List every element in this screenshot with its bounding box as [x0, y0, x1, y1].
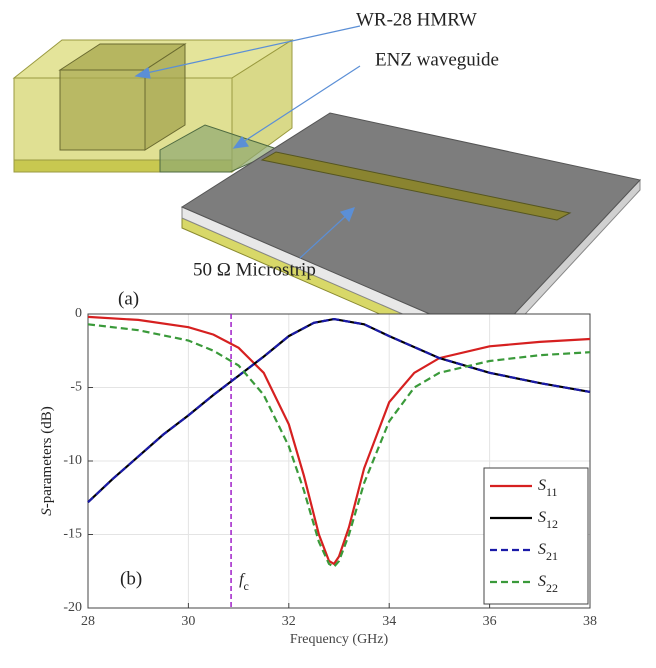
legend-box: [484, 468, 588, 604]
y-tick-label: -10: [63, 453, 82, 468]
y-tick-label: -20: [63, 600, 82, 615]
x-tick-label: 30: [181, 614, 195, 629]
panel-label: (b): [120, 568, 142, 589]
device-drawing: [14, 26, 640, 362]
x-tick-label: 34: [382, 614, 396, 629]
label-hmrw: WR-28 HMRW: [356, 9, 477, 30]
y-tick-label: -5: [70, 380, 82, 395]
label-enz: ENZ waveguide: [375, 49, 499, 70]
inner-front: [60, 70, 145, 150]
y-tick-label: -15: [63, 527, 82, 542]
x-tick-label: 38: [583, 614, 597, 629]
y-axis-label: S-parameters (dB): [39, 406, 55, 516]
panel-label: (a): [118, 288, 139, 309]
figure: WR-28 HMRW ENZ waveguide 50 Ω Microstrip…: [0, 0, 656, 668]
x-tick-label: 32: [282, 614, 296, 629]
y-tick-label: 0: [75, 306, 82, 321]
x-tick-label: 36: [483, 614, 497, 629]
label-microstrip: 50 Ω Microstrip: [193, 259, 316, 280]
x-axis-label: Frequency (GHz): [290, 632, 389, 647]
x-tick-label: 28: [81, 614, 95, 629]
